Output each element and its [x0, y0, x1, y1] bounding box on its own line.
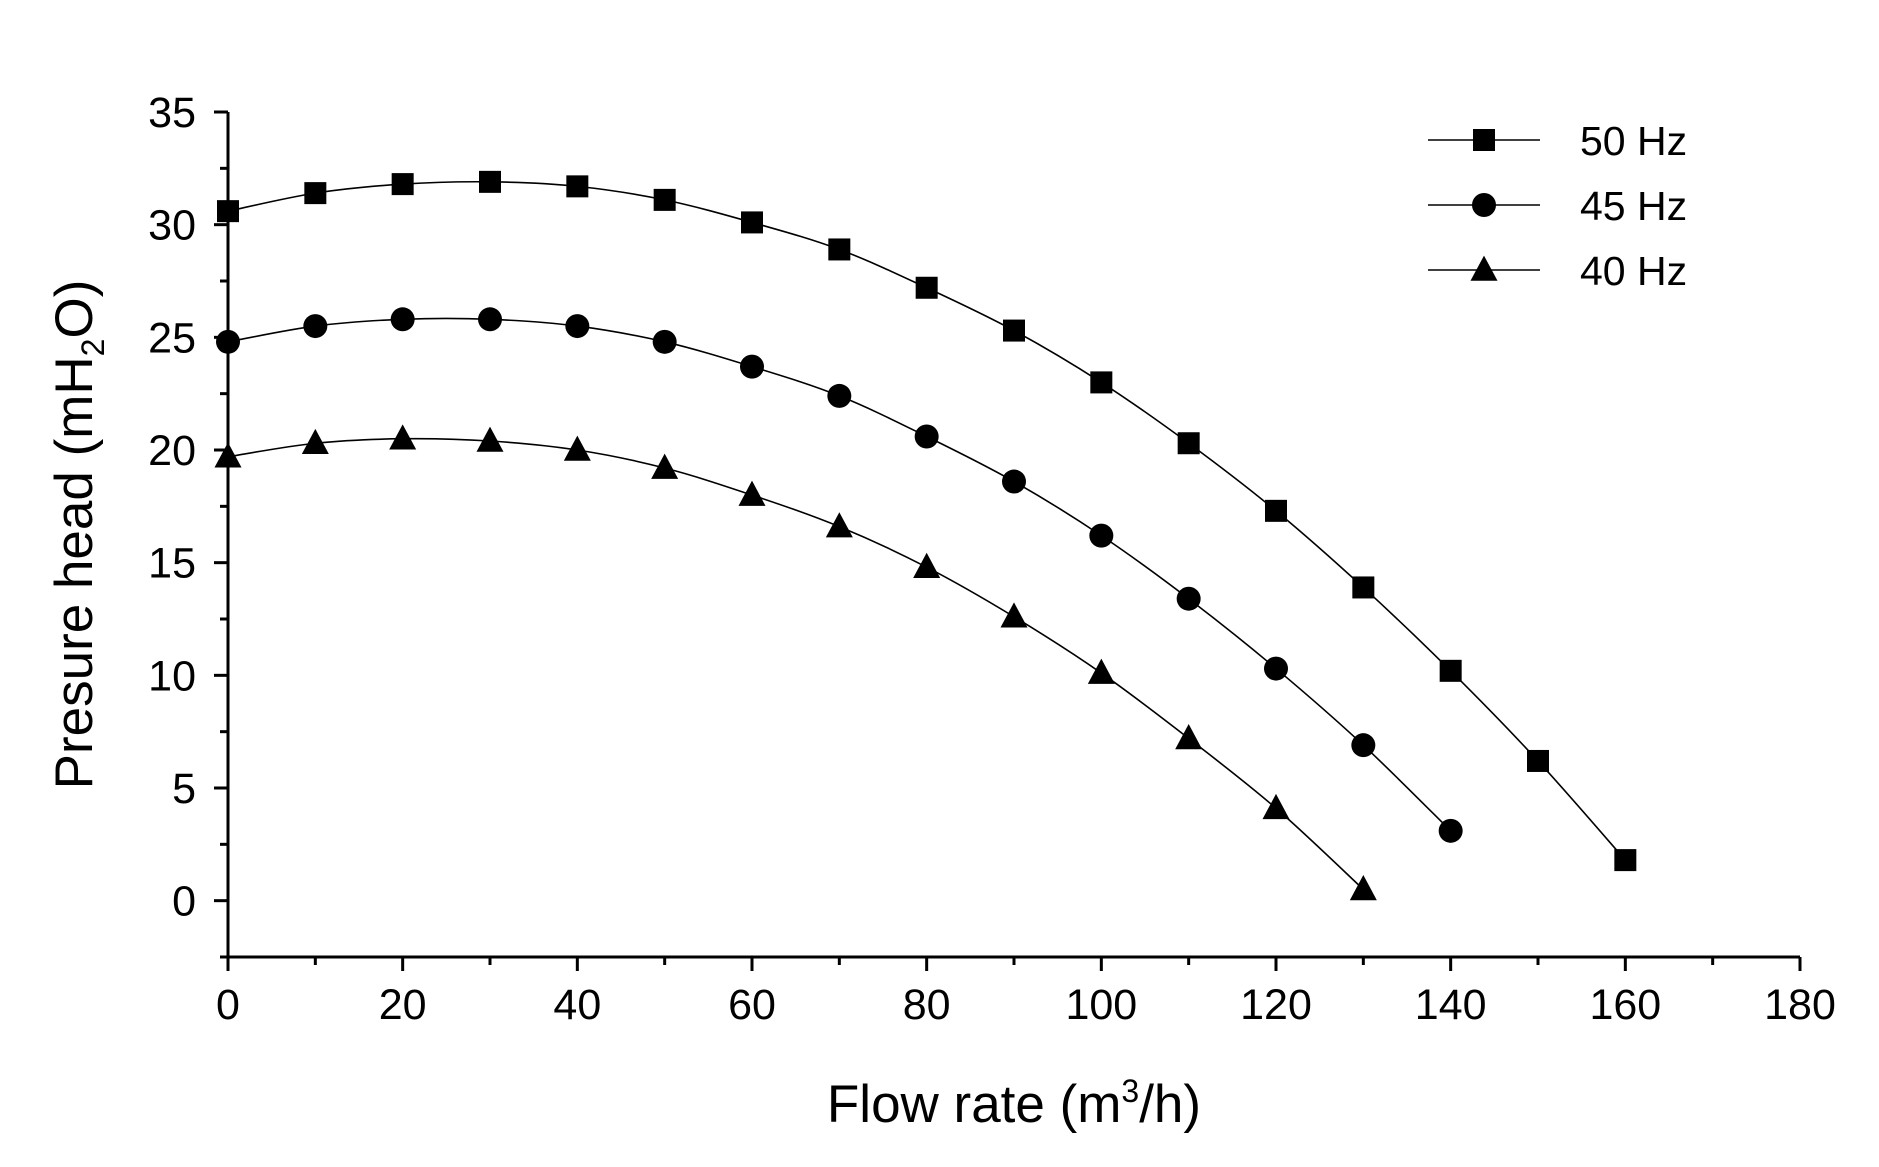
data-point-40-hz	[1000, 602, 1028, 628]
data-point-45-hz	[1176, 586, 1201, 611]
data-point-45-hz	[565, 314, 590, 339]
data-point-45-hz	[740, 354, 764, 379]
data-point-50-hz	[1439, 659, 1462, 682]
data-point-40-hz	[476, 426, 504, 452]
data-point-40-hz	[651, 453, 679, 479]
data-point-40-hz	[738, 480, 766, 506]
legend-label-40-hz: 40 Hz	[1580, 248, 1687, 294]
data-point-40-hz	[1087, 658, 1115, 684]
data-point-45-hz	[216, 329, 240, 354]
x-tick-label: 120	[1240, 981, 1312, 1029]
x-tick-label: 40	[553, 981, 601, 1029]
y-tick-label: 25	[148, 314, 196, 362]
x-tick-label: 100	[1065, 981, 1137, 1029]
data-point-45-hz	[652, 329, 677, 354]
data-point-40-hz	[1175, 724, 1203, 750]
y-tick-label: 35	[148, 89, 196, 137]
y-tick-label: 30	[148, 202, 196, 250]
data-point-40-hz	[389, 424, 417, 450]
legend-marker-40-hz	[1470, 255, 1498, 281]
data-point-50-hz	[1090, 371, 1113, 394]
data-point-40-hz	[214, 442, 242, 468]
series-50-hz	[217, 170, 1637, 872]
legend-marker-50-hz	[1473, 129, 1495, 151]
data-point-45-hz	[1002, 469, 1026, 494]
x-tick-label: 140	[1415, 981, 1487, 1029]
data-point-50-hz	[566, 175, 589, 198]
data-point-45-hz	[1089, 523, 1114, 548]
chart-series	[214, 170, 1637, 901]
chart-legend: 50 Hz 45 Hz 40 Hz	[1428, 118, 1687, 294]
data-point-50-hz	[915, 276, 938, 299]
series-45-hz	[216, 307, 1463, 843]
data-point-50-hz	[391, 173, 414, 196]
data-point-40-hz	[825, 512, 853, 538]
series-40-hz	[214, 424, 1377, 901]
data-point-45-hz	[478, 307, 502, 332]
legend-label-45-hz: 45 Hz	[1580, 183, 1687, 229]
data-point-50-hz	[1003, 319, 1025, 342]
legend-marker-45-hz	[1472, 193, 1496, 217]
data-point-40-hz	[913, 552, 941, 578]
x-tick-label: 0	[216, 981, 240, 1029]
x-tick-label: 80	[903, 981, 951, 1029]
y-tick-label: 20	[148, 427, 196, 475]
chart-axes: 0 20 40 60 80 100 120 140 160 180 0 5 10 15 20 25 30 35	[148, 89, 1836, 1029]
data-point-50-hz	[828, 238, 851, 261]
data-point-45-hz	[1351, 733, 1376, 758]
data-point-40-hz	[301, 428, 329, 455]
data-point-50-hz	[741, 211, 763, 234]
x-axis-title: Flow rate (m3/h)	[827, 1073, 1201, 1134]
data-point-45-hz	[390, 307, 415, 332]
x-tick-label: 180	[1764, 981, 1836, 1029]
data-point-50-hz	[304, 182, 327, 205]
data-point-45-hz	[1438, 818, 1463, 843]
y-axis-title: Presure head (mH2O)	[45, 280, 111, 790]
data-point-50-hz	[1527, 749, 1549, 772]
data-point-45-hz	[1264, 656, 1288, 681]
data-point-50-hz	[1177, 432, 1200, 455]
data-point-50-hz	[1352, 576, 1375, 599]
legend-label-50-hz: 50 Hz	[1580, 118, 1687, 164]
data-point-45-hz	[303, 314, 328, 339]
data-point-50-hz	[1614, 849, 1637, 872]
series-line-50-hz	[227, 180, 1626, 861]
y-tick-label: 10	[148, 652, 196, 700]
series-line-40-hz	[227, 437, 1364, 890]
data-point-40-hz	[1262, 793, 1290, 820]
x-tick-label: 20	[379, 981, 427, 1029]
data-point-50-hz	[1265, 499, 1287, 522]
data-point-40-hz	[563, 435, 591, 461]
data-point-50-hz	[217, 200, 239, 223]
data-point-50-hz	[479, 170, 501, 193]
data-point-45-hz	[827, 383, 852, 408]
data-point-50-hz	[653, 188, 676, 211]
y-tick-label: 5	[172, 765, 196, 813]
y-tick-label: 15	[148, 540, 196, 588]
x-tick-label: 60	[728, 981, 776, 1029]
data-point-40-hz	[1349, 875, 1377, 901]
x-tick-label: 160	[1589, 981, 1661, 1029]
data-point-45-hz	[914, 424, 939, 449]
y-tick-label: 0	[172, 878, 196, 926]
